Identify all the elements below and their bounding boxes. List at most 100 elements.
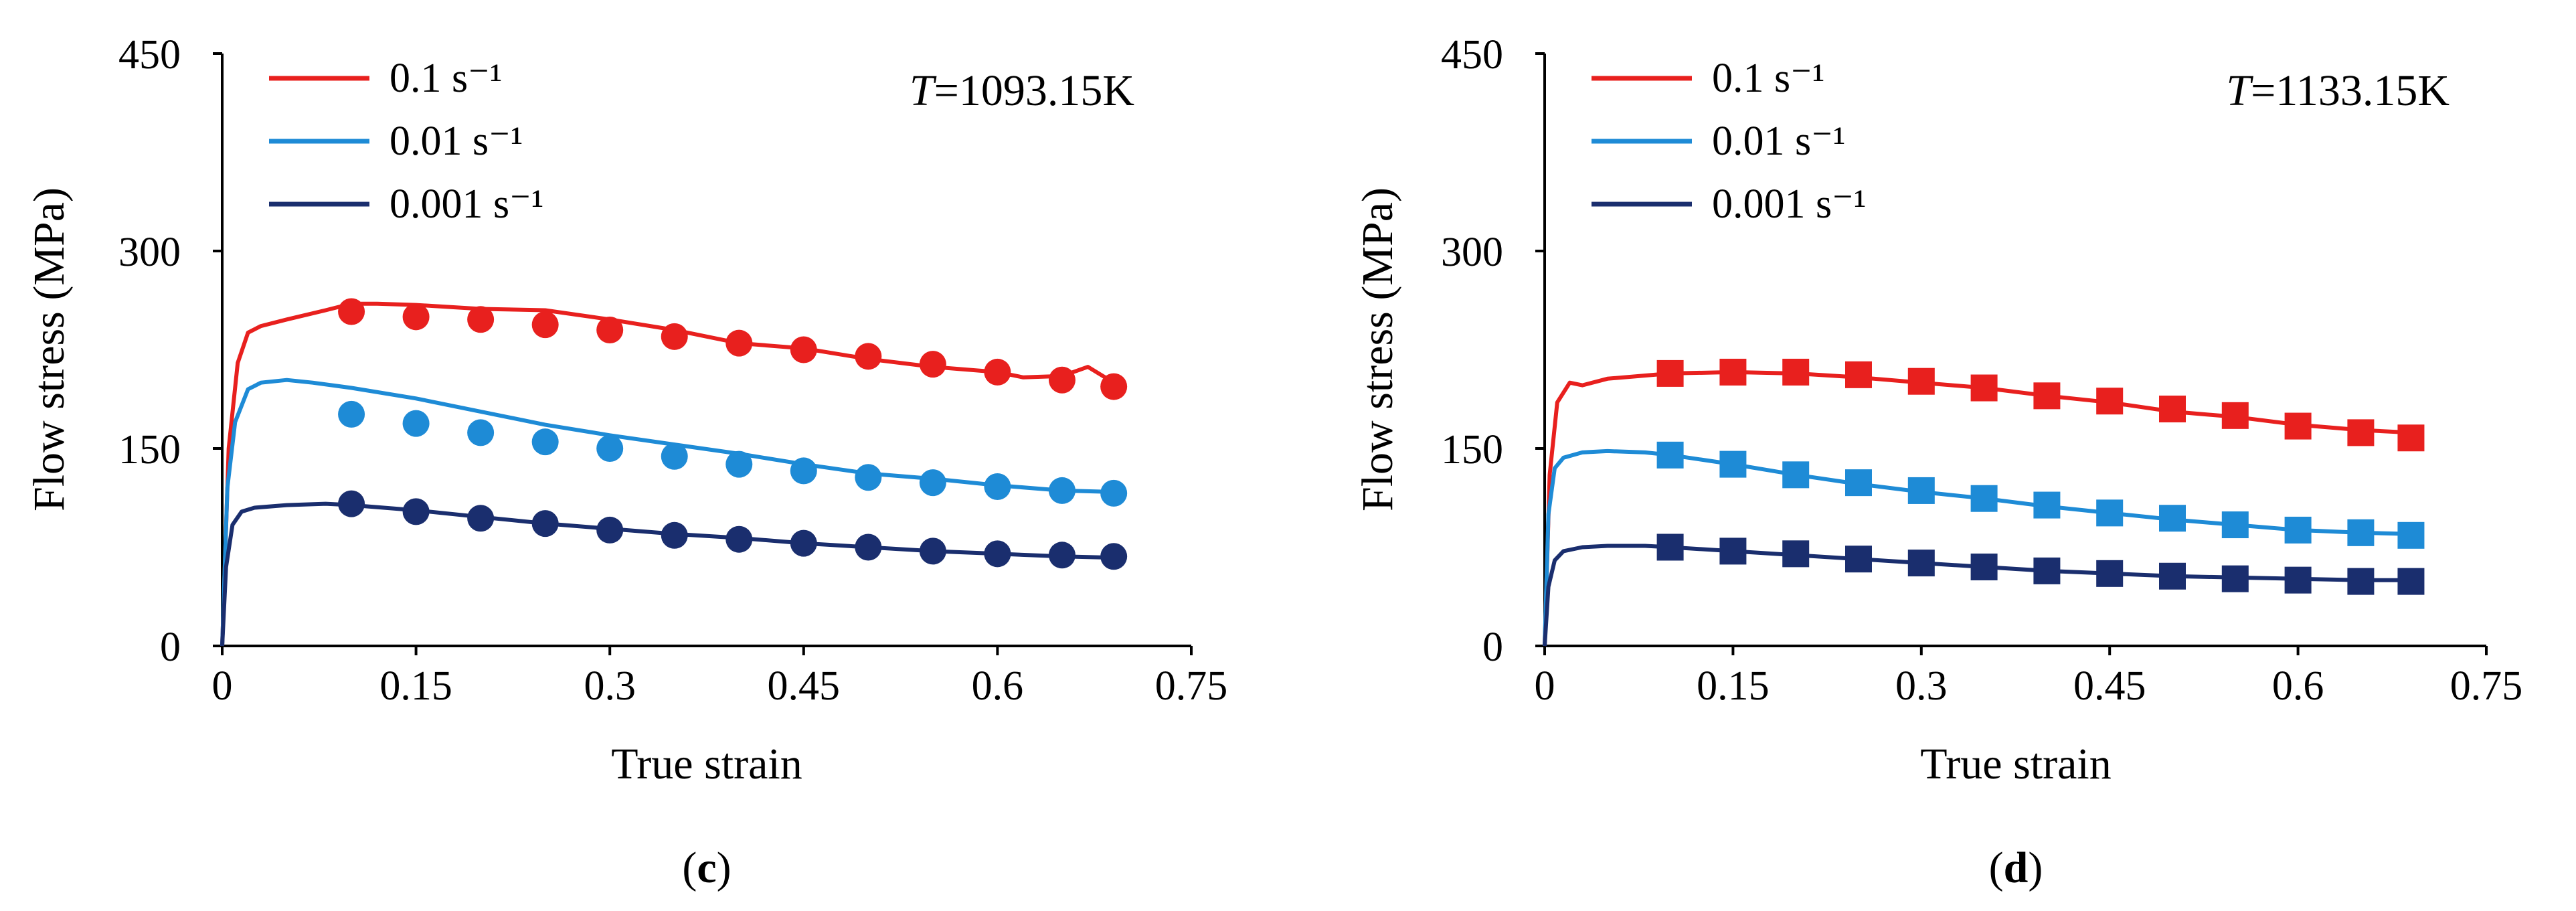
data-point-2 — [725, 525, 753, 553]
legend-label-1: 0.01 s⁻¹ — [390, 118, 523, 164]
data-point-1 — [1845, 469, 1872, 497]
data-point-2 — [1719, 537, 1747, 565]
legend-label-2: 0.001 s⁻¹ — [390, 181, 543, 227]
data-point-0 — [661, 323, 688, 350]
plot-area — [1543, 54, 2486, 647]
data-point-1 — [1970, 485, 1998, 512]
y-ticks: 0 150 300 450 — [118, 32, 222, 670]
data-point-2 — [790, 529, 817, 557]
data-point-0 — [2221, 402, 2249, 429]
data-point-1 — [1719, 450, 1747, 478]
data-point-2 — [467, 505, 495, 532]
data-point-1 — [1907, 477, 1935, 504]
data-point-2 — [2033, 557, 2061, 584]
data-point-0 — [531, 311, 559, 339]
y-tick-label: 300 — [1441, 230, 1503, 275]
data-point-2 — [531, 510, 559, 537]
temperature-annotation: T=1093.15K — [910, 66, 1134, 115]
data-point-2 — [855, 533, 882, 561]
x-tick-label: 0.15 — [1697, 663, 1770, 709]
data-point-1 — [2397, 521, 2425, 549]
x-tick-label: 0.75 — [2450, 663, 2523, 709]
temperature-symbol: T — [2226, 66, 2253, 115]
data-point-1 — [919, 469, 946, 497]
data-point-0 — [1048, 366, 1076, 394]
legend-label-0: 0.1 s⁻¹ — [390, 56, 502, 101]
y-tick-label: 0 — [160, 625, 181, 670]
x-tick-label: 0.6 — [972, 663, 1024, 709]
data-point-2 — [1907, 550, 1935, 577]
data-point-2 — [1845, 546, 1872, 573]
data-point-0 — [919, 351, 946, 378]
panel-letter: c — [697, 843, 716, 892]
data-point-1 — [1656, 441, 1684, 469]
data-point-0 — [1782, 358, 1810, 386]
x-ticks: 0 0.15 0.3 0.45 0.6 0.75 — [212, 646, 1227, 709]
data-point-2 — [2159, 562, 2186, 590]
temperature-annotation: T=1133.15K — [2226, 66, 2450, 115]
data-point-1 — [467, 419, 495, 446]
data-point-0 — [1845, 361, 1872, 388]
data-point-0 — [467, 306, 495, 333]
y-axis-label: Flow stress (MPa) — [25, 187, 74, 511]
chart-panel-d: 0 0.15 0.3 0.45 0.6 0.75 0 150 300 450 0.1 s⁻¹ 0… — [1353, 32, 2522, 892]
data-point-1 — [2033, 491, 2061, 519]
data-point-2 — [661, 521, 688, 549]
data-point-2 — [2347, 568, 2375, 595]
data-point-1 — [1782, 461, 1810, 489]
data-point-0 — [2033, 382, 2061, 410]
temperature-value: =1093.15K — [934, 66, 1134, 115]
data-point-1 — [984, 473, 1011, 501]
data-point-0 — [2159, 396, 2186, 422]
data-point-1 — [2159, 505, 2186, 532]
chart-panel-c: 0 0.15 0.3 0.45 0.6 0.75 0 150 300 450 0.1 s⁻¹ 0… — [25, 32, 1227, 892]
data-point-0 — [984, 358, 1011, 386]
y-tick-label: 150 — [1441, 427, 1503, 473]
data-point-1 — [2284, 516, 2312, 544]
temperature-value: =1133.15K — [2251, 66, 2450, 115]
data-point-1 — [2096, 499, 2124, 527]
data-point-1 — [402, 410, 430, 437]
series-markers — [1656, 358, 2425, 595]
x-tick-label: 0.3 — [1895, 663, 1948, 709]
data-point-0 — [855, 343, 882, 370]
data-point-0 — [402, 303, 430, 331]
y-tick-label: 450 — [1441, 32, 1503, 78]
x-ticks: 0 0.15 0.3 0.45 0.6 0.75 — [1535, 646, 2523, 709]
data-point-2 — [2096, 560, 2124, 587]
temperature-symbol: T — [910, 66, 937, 115]
data-point-0 — [2096, 388, 2124, 415]
data-point-0 — [2397, 424, 2425, 452]
data-point-2 — [2284, 566, 2312, 594]
data-point-1 — [1048, 477, 1076, 504]
data-point-1 — [855, 464, 882, 491]
data-point-0 — [725, 329, 753, 357]
data-point-0 — [1100, 373, 1128, 400]
panel-letter: d — [2004, 843, 2029, 892]
panel-label: (c) — [682, 843, 731, 892]
data-point-0 — [1970, 374, 1998, 402]
data-point-2 — [919, 537, 946, 565]
data-point-2 — [2221, 565, 2249, 592]
data-point-2 — [2397, 568, 2425, 595]
x-axis-label: True strain — [611, 740, 802, 789]
x-tick-label: 0.3 — [584, 663, 636, 709]
x-tick-label: 0.45 — [768, 663, 841, 709]
y-tick-label: 450 — [118, 32, 181, 78]
data-point-0 — [1719, 358, 1747, 386]
x-tick-label: 0.15 — [379, 663, 452, 709]
legend-label-1: 0.01 s⁻¹ — [1712, 118, 1845, 164]
data-point-2 — [338, 490, 365, 517]
data-point-0 — [2284, 412, 2312, 440]
legend: 0.1 s⁻¹ 0.01 s⁻¹ 0.001 s⁻¹ — [269, 56, 543, 227]
y-tick-label: 150 — [118, 427, 181, 473]
data-point-1 — [338, 400, 365, 428]
x-tick-label: 0 — [212, 663, 233, 709]
data-point-0 — [596, 317, 624, 343]
data-point-1 — [661, 442, 688, 470]
data-point-2 — [1100, 543, 1128, 570]
series-markers — [338, 298, 1128, 570]
legend-label-0: 0.1 s⁻¹ — [1712, 56, 1824, 101]
data-point-0 — [1907, 367, 1935, 395]
